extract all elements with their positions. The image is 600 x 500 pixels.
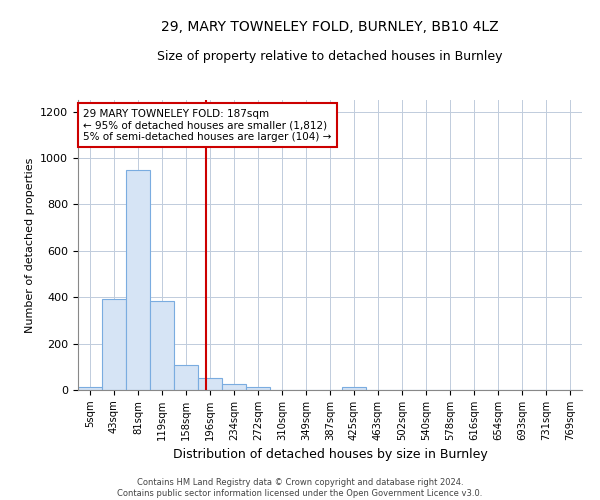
- Bar: [247, 387, 269, 390]
- Bar: [79, 386, 101, 390]
- Text: Size of property relative to detached houses in Burnley: Size of property relative to detached ho…: [157, 50, 503, 63]
- Bar: [343, 387, 365, 390]
- Bar: [223, 384, 245, 390]
- Bar: [127, 170, 149, 390]
- X-axis label: Distribution of detached houses by size in Burnley: Distribution of detached houses by size …: [173, 448, 487, 462]
- Bar: [199, 378, 221, 390]
- Text: Contains HM Land Registry data © Crown copyright and database right 2024.
Contai: Contains HM Land Registry data © Crown c…: [118, 478, 482, 498]
- Bar: [103, 299, 125, 390]
- Y-axis label: Number of detached properties: Number of detached properties: [25, 158, 35, 332]
- Bar: [151, 300, 173, 390]
- Bar: [175, 365, 197, 390]
- Text: 29 MARY TOWNELEY FOLD: 187sqm
← 95% of detached houses are smaller (1,812)
5% of: 29 MARY TOWNELEY FOLD: 187sqm ← 95% of d…: [83, 108, 331, 142]
- Text: 29, MARY TOWNELEY FOLD, BURNLEY, BB10 4LZ: 29, MARY TOWNELEY FOLD, BURNLEY, BB10 4L…: [161, 20, 499, 34]
